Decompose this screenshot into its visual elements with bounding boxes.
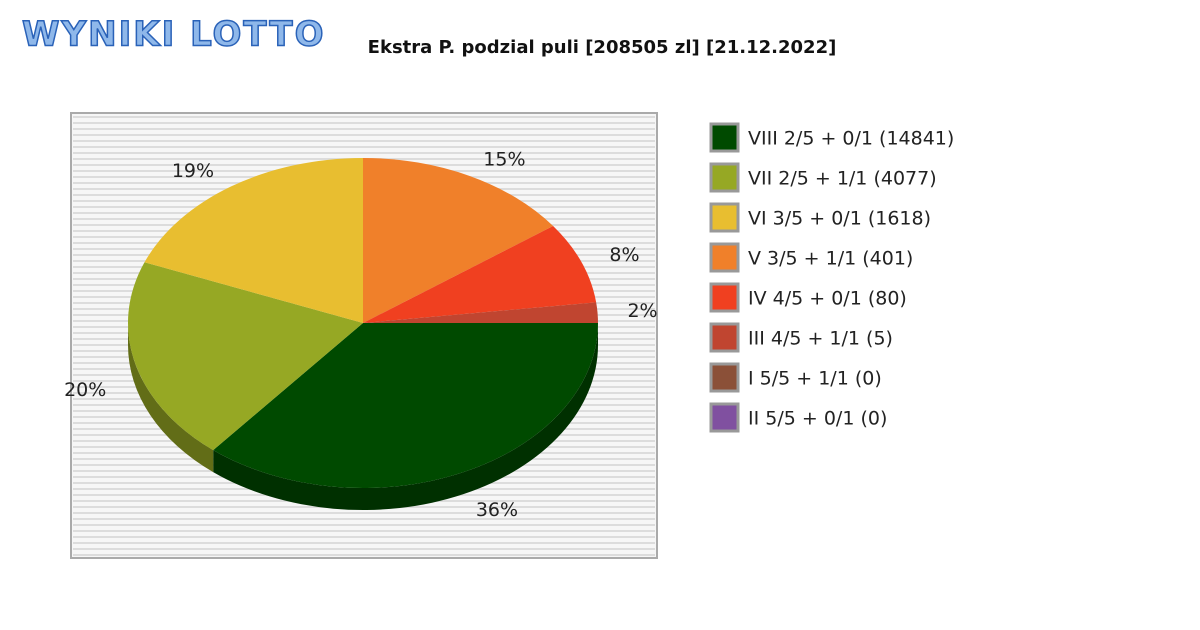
slice xyxy=(363,302,598,323)
legend-swatch xyxy=(709,162,740,193)
slice xyxy=(128,262,363,451)
legend-label: I 5/5 + 1/1 (0) xyxy=(748,368,882,390)
slice-label: 20% xyxy=(64,379,106,401)
slice-label: 36% xyxy=(476,499,518,521)
slice xyxy=(363,226,597,323)
legend-label: III 4/5 + 1/1 (5) xyxy=(748,328,893,350)
legend-swatch xyxy=(709,122,740,153)
legend-label: IV 4/5 + 0/1 (80) xyxy=(748,288,907,310)
legend-swatch xyxy=(709,402,740,433)
legend-swatch xyxy=(709,282,740,313)
legend-label: VIII 2/5 + 0/1 (14841) xyxy=(748,128,954,150)
slice-side xyxy=(213,323,598,510)
chart-title: Ekstra P. podzial puli [208505 zl] [21.1… xyxy=(368,37,837,58)
slice-label: 8% xyxy=(609,244,639,266)
slice xyxy=(144,158,363,323)
legend-label: V 3/5 + 1/1 (401) xyxy=(748,248,913,270)
slice-label: 19% xyxy=(172,160,214,182)
slice xyxy=(363,158,554,323)
logo: WYNIKI LOTTO xyxy=(22,15,326,55)
legend-label: VI 3/5 + 0/1 (1618) xyxy=(748,208,931,230)
slice-label: 2% xyxy=(627,300,657,322)
legend-swatch xyxy=(709,202,740,233)
legend-swatch xyxy=(709,362,740,393)
slice-side xyxy=(127,323,214,473)
legend-label: VII 2/5 + 1/1 (4077) xyxy=(748,168,937,190)
legend-swatch xyxy=(709,322,740,353)
slice-label: 15% xyxy=(483,148,525,170)
legend-label: II 5/5 + 0/1 (0) xyxy=(748,408,887,430)
slice xyxy=(213,323,598,488)
legend-swatch xyxy=(709,242,740,273)
